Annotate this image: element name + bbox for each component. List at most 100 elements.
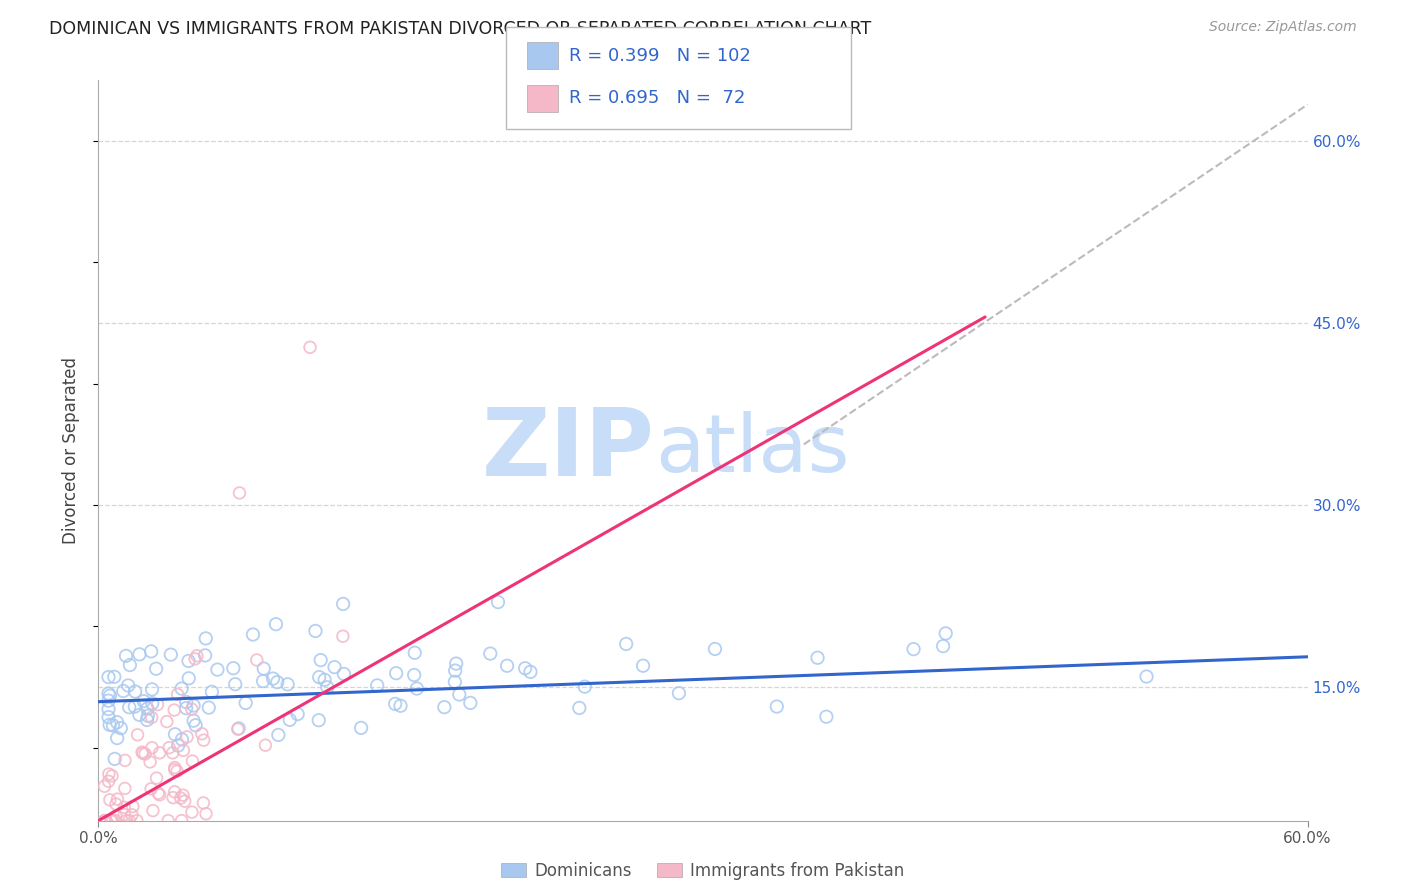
Point xyxy=(104,814,127,828)
Point xyxy=(180,702,202,716)
Point xyxy=(486,595,509,609)
Point xyxy=(201,685,224,699)
Point xyxy=(631,658,654,673)
Point xyxy=(235,696,257,710)
Text: R = 0.399   N = 102: R = 0.399 N = 102 xyxy=(569,47,751,65)
Point xyxy=(444,664,467,678)
Point xyxy=(149,746,172,760)
Point xyxy=(614,637,637,651)
Point xyxy=(170,791,193,805)
Point xyxy=(103,670,125,684)
Point xyxy=(124,684,146,698)
Point xyxy=(222,661,245,675)
Point xyxy=(163,785,186,799)
Point xyxy=(308,670,330,684)
Point xyxy=(449,688,471,702)
Point xyxy=(98,718,121,732)
Point xyxy=(132,694,155,708)
Point xyxy=(174,695,197,709)
Point xyxy=(177,654,200,668)
Text: DOMINICAN VS IMMIGRANTS FROM PAKISTAN DIVORCED OR SEPARATED CORRELATION CHART: DOMINICAN VS IMMIGRANTS FROM PAKISTAN DI… xyxy=(49,20,872,37)
Point xyxy=(170,732,193,747)
Point xyxy=(170,814,193,828)
Point xyxy=(104,809,127,823)
Point xyxy=(167,739,190,753)
Point xyxy=(134,747,156,761)
Point xyxy=(136,708,159,723)
Point xyxy=(93,814,115,828)
Point xyxy=(117,678,139,692)
Point xyxy=(404,646,426,660)
Point xyxy=(172,788,194,802)
Point xyxy=(176,730,198,744)
Point xyxy=(114,753,136,767)
Point xyxy=(100,814,122,828)
Point xyxy=(433,700,456,714)
Point xyxy=(125,814,148,828)
Point xyxy=(94,814,117,828)
Point xyxy=(184,718,207,732)
Point xyxy=(195,806,218,821)
Point xyxy=(139,781,162,796)
Point xyxy=(253,662,276,676)
Point xyxy=(177,671,200,685)
Point xyxy=(174,701,197,715)
Point xyxy=(207,663,229,677)
Point xyxy=(141,644,163,658)
Point xyxy=(314,673,336,687)
Point xyxy=(97,767,120,781)
Y-axis label: Divorced or Separated: Divorced or Separated xyxy=(62,357,80,544)
Point xyxy=(128,648,150,662)
Point xyxy=(935,626,957,640)
Point xyxy=(162,746,184,760)
Point xyxy=(97,774,120,789)
Point xyxy=(183,714,205,728)
Point xyxy=(704,642,727,657)
Point xyxy=(515,661,537,675)
Point xyxy=(444,657,467,671)
Point xyxy=(100,814,122,828)
Point xyxy=(932,639,955,653)
Point xyxy=(97,694,120,708)
Point xyxy=(252,674,274,689)
Point xyxy=(136,713,159,727)
Point xyxy=(127,728,149,742)
Point xyxy=(145,771,167,785)
Point xyxy=(389,698,412,713)
Point xyxy=(122,799,145,814)
Point xyxy=(333,666,356,681)
Point xyxy=(112,807,135,822)
Point xyxy=(479,647,502,661)
Point xyxy=(115,814,138,828)
Point xyxy=(142,804,165,818)
Point xyxy=(323,660,346,674)
Point xyxy=(101,718,124,732)
Point xyxy=(574,680,596,694)
Point xyxy=(112,684,135,698)
Point xyxy=(101,769,124,783)
Point xyxy=(197,700,219,714)
Point xyxy=(112,800,135,814)
Legend: Dominicans, Immigrants from Pakistan: Dominicans, Immigrants from Pakistan xyxy=(495,855,911,887)
Point xyxy=(194,632,217,646)
Point xyxy=(141,710,163,724)
Point xyxy=(278,713,301,727)
Point xyxy=(94,814,117,828)
Point xyxy=(97,670,120,684)
Point xyxy=(384,697,406,711)
Point xyxy=(163,761,186,775)
Point xyxy=(316,681,339,695)
Point xyxy=(170,681,193,696)
Point xyxy=(287,707,309,722)
Point xyxy=(98,793,121,807)
Point xyxy=(254,738,277,752)
Point xyxy=(166,764,188,779)
Point xyxy=(181,805,204,819)
Point xyxy=(193,796,215,810)
Point xyxy=(101,814,124,828)
Point xyxy=(193,733,215,747)
Point xyxy=(124,699,146,714)
Point xyxy=(93,814,115,828)
Point xyxy=(765,699,787,714)
Point xyxy=(149,788,172,802)
